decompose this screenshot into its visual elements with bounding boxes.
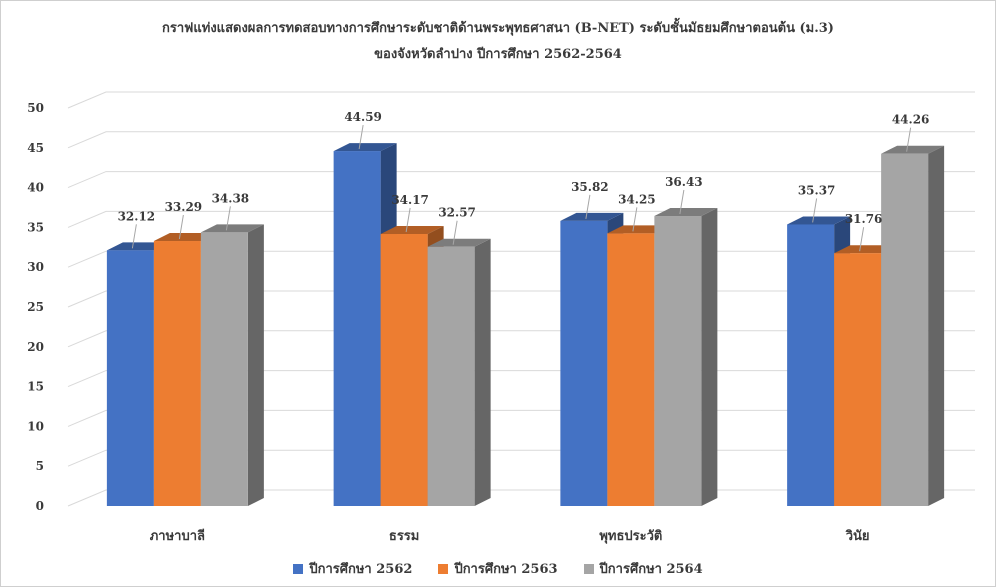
data-label: 44.26 [892, 113, 930, 127]
grid-line [68, 92, 975, 108]
grid-line [68, 132, 975, 148]
data-label: 35.37 [798, 183, 836, 197]
grid-line [68, 172, 975, 188]
bar [881, 146, 944, 506]
legend-item: ปีการศึกษา 2562 [293, 558, 412, 579]
y-tick-label: 50 [27, 101, 44, 115]
data-label: 36.43 [665, 175, 703, 189]
y-tick-label: 20 [27, 340, 44, 354]
y-tick-label: 40 [27, 181, 44, 195]
y-tick-label: 0 [36, 499, 44, 513]
legend-item: ปีการศึกษา 2563 [438, 558, 557, 579]
y-axis: 0 5 10 15 20 25 30 35 40 45 50 [27, 101, 44, 513]
data-label: 34.17 [391, 193, 429, 207]
data-label: 35.82 [571, 180, 609, 194]
bar [654, 208, 717, 506]
legend-item: ปีการศึกษา 2564 [584, 558, 703, 579]
data-label: 31.76 [845, 212, 883, 226]
legend-label: ปีการศึกษา 2563 [454, 558, 557, 579]
y-tick-label: 45 [27, 141, 44, 155]
data-label: 32.12 [118, 209, 156, 223]
bar [428, 239, 491, 506]
legend-label: ปีการศึกษา 2562 [309, 558, 412, 579]
y-tick-label: 10 [27, 419, 44, 433]
legend-label: ปีการศึกษา 2564 [600, 558, 703, 579]
legend-swatch [438, 564, 448, 574]
data-label: 32.57 [438, 206, 476, 220]
data-label: 34.38 [212, 191, 250, 205]
y-tick-label: 25 [27, 300, 44, 314]
data-label: 33.29 [165, 200, 203, 214]
y-tick-label: 15 [27, 380, 44, 394]
legend-swatch [584, 564, 594, 574]
y-tick-label: 35 [27, 220, 44, 234]
x-tick-label: ภาษาบาลี [150, 528, 205, 544]
legend-swatch [293, 564, 303, 574]
data-label: 44.59 [344, 110, 382, 124]
y-tick-label: 30 [27, 260, 44, 274]
x-axis: ภาษาบาลี ธรรม พุทธประวัติ วินัย [150, 528, 870, 544]
legend: ปีการศึกษา 2562 ปีการศึกษา 2563 ปีการศึกษา… [0, 558, 996, 579]
x-tick-label: ธรรม [389, 529, 419, 544]
y-tick-label: 5 [36, 459, 44, 473]
x-tick-label: พุทธประวัติ [599, 529, 662, 544]
data-label: 34.25 [618, 192, 656, 206]
bar [201, 224, 264, 506]
x-tick-label: วินัย [845, 529, 870, 544]
